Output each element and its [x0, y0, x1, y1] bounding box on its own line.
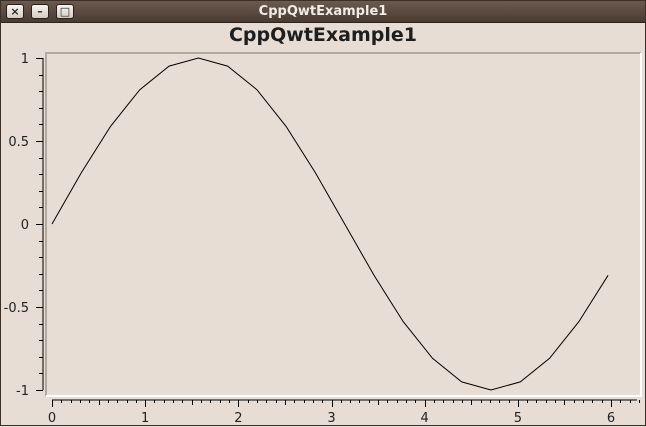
window-title: CppQwtExample1	[258, 4, 388, 19]
close-button[interactable]: ×	[6, 4, 24, 19]
y-tick-label: 0	[21, 218, 29, 233]
plot-title: CppQwtExample1	[228, 24, 417, 46]
y-tick-label: 0.5	[8, 135, 29, 150]
x-tick-label: 4	[421, 411, 429, 426]
y-tick-label: 1	[21, 52, 29, 67]
x-tick-label: 2	[234, 411, 242, 426]
canvas-frame-dark	[45, 52, 641, 396]
x-tick-label: 6	[607, 411, 615, 426]
sine-curve	[51, 57, 609, 391]
plot-canvas	[46, 53, 641, 396]
maximize-button[interactable]: □	[56, 4, 74, 19]
y-tick-label: -0.5	[4, 301, 29, 316]
x-tick-label: 3	[327, 411, 335, 426]
canvas-frame-light	[46, 53, 642, 397]
minimize-button[interactable]: –	[31, 4, 49, 19]
x-tick-label: 1	[141, 411, 149, 426]
y-tick-label: -1	[16, 384, 29, 399]
x-tick-label: 5	[514, 411, 522, 426]
x-tick-label: 0	[48, 411, 56, 426]
title-bar[interactable]: × – □ CppQwtExample1	[1, 1, 645, 23]
